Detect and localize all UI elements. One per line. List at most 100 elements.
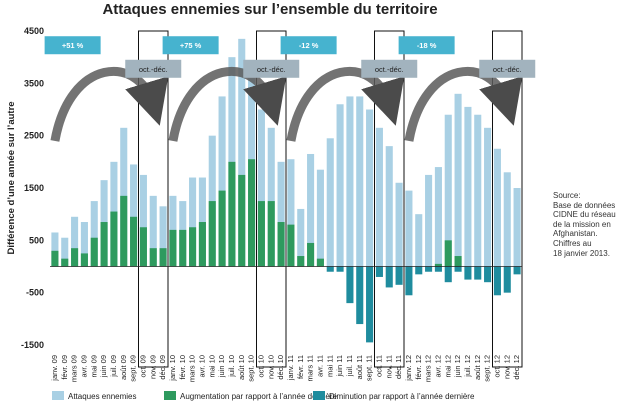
x-tick-label: mai 11 — [325, 355, 334, 377]
percent-box — [162, 36, 219, 55]
bar-diminution — [503, 266, 511, 293]
legend-swatch — [313, 391, 325, 400]
source-note: Source: Base de données CIDNE du réseau … — [553, 191, 627, 258]
source-line: 18 janvier 2013. — [553, 248, 610, 258]
bar-augmentation — [238, 174, 246, 267]
bar-augmentation — [61, 258, 69, 267]
percent-label: -18 % — [417, 41, 437, 50]
bar-attaques — [405, 190, 413, 267]
bar-augmentation — [120, 195, 128, 267]
bar-attaques — [434, 167, 442, 267]
bar-diminution — [366, 266, 374, 343]
x-tick-label: sept. 11 — [365, 355, 374, 381]
x-tick-label: févr. 10 — [178, 355, 187, 380]
x-tick-label: août 09 — [119, 355, 128, 380]
source-line: Source: — [553, 191, 581, 200]
bar-augmentation — [90, 237, 98, 267]
bar-augmentation — [307, 242, 315, 267]
bar-attaques — [80, 222, 88, 267]
x-tick-label: juil. 10 — [227, 355, 236, 378]
percent-label: +51 % — [62, 41, 84, 50]
x-tick-label: avr. 12 — [433, 355, 442, 378]
bar-attaques — [139, 174, 147, 267]
bar-attaques — [493, 148, 501, 267]
trend-arrow — [168, 67, 287, 142]
legend-label: Attaques ennemies — [68, 392, 137, 401]
x-tick-label: févr. 12 — [414, 355, 423, 380]
bar-augmentation — [248, 159, 256, 267]
period-frame — [492, 30, 523, 368]
bar-diminution — [454, 266, 462, 272]
period-box — [243, 59, 300, 78]
bar-attaques — [395, 182, 403, 267]
bar-augmentation — [297, 256, 305, 267]
y-tick-label: 4500 — [24, 26, 44, 36]
percent-box — [398, 36, 455, 55]
x-tick-label: août 11 — [355, 355, 364, 379]
x-tick-label: janv. 09 — [50, 355, 59, 382]
y-axis-label: Différence d’une année sur l’autre — [6, 101, 17, 254]
x-tick-label: avr. 09 — [79, 355, 88, 378]
x-tick-label: juin 12 — [453, 355, 462, 378]
x-tick-label: janv. 11 — [286, 355, 295, 381]
x-tick-label: févr. 09 — [60, 355, 69, 380]
bar-diminution — [484, 266, 492, 283]
bar-augmentation — [218, 190, 226, 267]
x-tick-label: juil. 09 — [109, 355, 118, 378]
bar-augmentation — [100, 222, 108, 267]
bar-diminution — [375, 266, 383, 277]
bar-diminution — [415, 266, 423, 275]
bar-diminution — [474, 266, 482, 280]
bar-diminution — [464, 266, 472, 280]
bar-diminution — [395, 266, 403, 285]
x-tick-label: avr. 10 — [197, 355, 206, 378]
percent-box — [44, 36, 101, 55]
bar-augmentation — [130, 216, 138, 267]
bar-attaques — [297, 208, 305, 267]
x-tick-label: mai 10 — [207, 355, 216, 378]
bar-attaques — [316, 169, 324, 267]
bar-attaques — [149, 195, 157, 267]
y-tick-label: 1500 — [24, 183, 44, 193]
bar-diminution — [346, 266, 354, 304]
bar-augmentation — [267, 201, 275, 267]
period-box — [125, 59, 182, 78]
x-tick-label: juil. 12 — [463, 355, 472, 378]
x-tick-label: janv. 10 — [168, 355, 177, 382]
x-tick-label: oct. 10 — [256, 355, 265, 378]
bar-augmentation — [277, 222, 285, 267]
period-label: oct.-déc. — [493, 65, 522, 74]
bar-augmentation — [80, 253, 88, 267]
bar-attaques — [415, 214, 423, 267]
bar-attaques — [375, 127, 383, 267]
trend-arrow — [404, 67, 523, 142]
bar-augmentation — [51, 250, 59, 267]
x-tick-label: déc. 10 — [276, 355, 285, 380]
x-tick-label: mars 11 — [306, 355, 315, 382]
x-tick-label: nov. 11 — [384, 355, 393, 379]
bar-attaques — [366, 109, 374, 267]
bar-diminution — [493, 266, 501, 296]
bar-attaques — [444, 114, 452, 267]
bar-augmentation — [139, 227, 147, 267]
y-tick-label: 3500 — [24, 78, 44, 88]
bar-diminution — [425, 266, 433, 272]
x-tick-label: déc. 12 — [512, 355, 521, 380]
percent-label: +75 % — [180, 41, 202, 50]
source-line: de la mission en — [553, 219, 611, 229]
source-line: Afghanistan. — [553, 229, 598, 239]
bar-attaques — [385, 146, 393, 267]
bar-augmentation — [287, 224, 295, 267]
bar-augmentation — [189, 227, 197, 267]
bar-attaques — [503, 172, 511, 267]
bar-augmentation — [169, 229, 177, 267]
period-label: oct.-déc. — [257, 65, 286, 74]
x-tick-label: sept. 12 — [483, 355, 492, 382]
x-tick-label: juin 09 — [99, 355, 108, 378]
bar-diminution — [356, 266, 364, 325]
bar-augmentation — [454, 256, 462, 267]
period-label: oct.-déc. — [375, 65, 404, 74]
bar-attaques — [307, 153, 315, 267]
percent-box — [280, 36, 337, 55]
y-tick-label: 500 — [29, 235, 44, 245]
